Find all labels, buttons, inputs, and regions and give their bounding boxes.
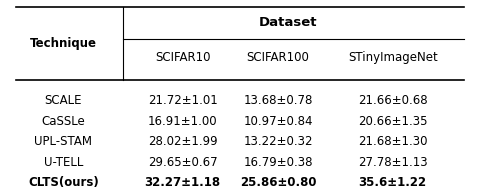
Text: SCIFAR100: SCIFAR100	[247, 51, 310, 64]
Text: 16.91±1.00: 16.91±1.00	[148, 115, 217, 128]
Text: SCALE: SCALE	[45, 94, 82, 107]
Text: SCIFAR10: SCIFAR10	[155, 51, 211, 64]
Text: U-TELL: U-TELL	[44, 156, 83, 169]
Text: STinyImageNet: STinyImageNet	[348, 51, 438, 64]
Text: CaSSLe: CaSSLe	[42, 115, 85, 128]
Text: 21.68±1.30: 21.68±1.30	[358, 135, 428, 148]
Text: 21.72±1.01: 21.72±1.01	[148, 94, 217, 107]
Text: 13.68±0.78: 13.68±0.78	[243, 94, 313, 107]
Text: 28.02±1.99: 28.02±1.99	[148, 135, 217, 148]
Text: UPL-STAM: UPL-STAM	[35, 135, 93, 148]
Text: 21.66±0.68: 21.66±0.68	[358, 94, 428, 107]
Text: 16.79±0.38: 16.79±0.38	[243, 156, 313, 169]
Text: CLTS(ours): CLTS(ours)	[28, 176, 99, 190]
Text: 10.97±0.84: 10.97±0.84	[243, 115, 313, 128]
Text: 27.78±1.13: 27.78±1.13	[358, 156, 428, 169]
Text: 13.22±0.32: 13.22±0.32	[243, 135, 313, 148]
Text: Technique: Technique	[30, 37, 97, 50]
Text: 29.65±0.67: 29.65±0.67	[148, 156, 217, 169]
Text: 20.66±1.35: 20.66±1.35	[358, 115, 428, 128]
Text: Dataset: Dataset	[258, 16, 317, 29]
Text: 25.86±0.80: 25.86±0.80	[240, 176, 316, 190]
Text: 35.6±1.22: 35.6±1.22	[359, 176, 427, 190]
Text: 32.27±1.18: 32.27±1.18	[144, 176, 221, 190]
